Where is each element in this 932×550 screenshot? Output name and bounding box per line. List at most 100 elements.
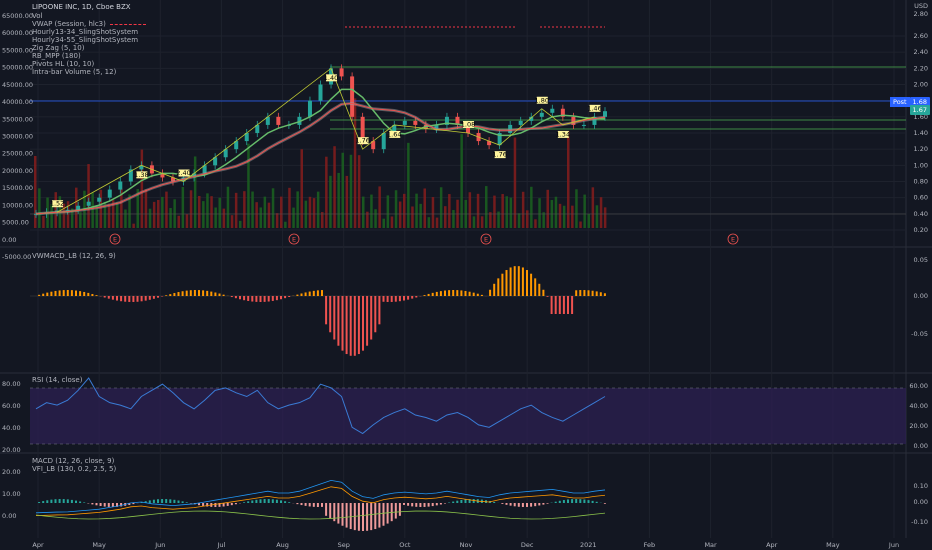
volume-bar-1	[38, 188, 41, 228]
ma-slow	[35, 102, 606, 215]
volume-tick-13: 0.00	[2, 236, 16, 244]
volume-bar-35	[177, 215, 180, 228]
indicator-legend-3[interactable]: Hourly34-55_SlingShotSystem	[32, 36, 139, 44]
macd-bar-24	[132, 503, 135, 505]
macd-bar-136	[591, 500, 594, 503]
vwmacd-bar-98	[435, 291, 438, 296]
macd-bar-60	[280, 500, 282, 503]
macd-bar-128	[558, 500, 561, 503]
zigzag	[56, 67, 595, 213]
x-tick-10: Feb	[644, 541, 656, 549]
indicator-legend-2[interactable]: Hourly13-34_SlingShotSystem	[32, 28, 139, 36]
volume-bar-28	[148, 208, 152, 228]
macd-bar-37	[185, 502, 188, 503]
vwmacd-bar-28	[148, 296, 151, 300]
vwmacd-bar-96	[427, 293, 430, 296]
macd-bar-99	[439, 503, 442, 505]
macd-bar-95	[423, 503, 426, 507]
earnings-marker-2: E	[484, 236, 488, 244]
candle-9	[128, 169, 133, 182]
volume-bar-138	[599, 197, 603, 228]
volume-tick-8: 25000.00	[2, 150, 33, 158]
earnings-circle-3	[727, 233, 739, 245]
pivot-label-1: 1.38	[134, 171, 148, 179]
vwmacd-bar-54	[255, 296, 258, 302]
vwmacd-bar-30	[157, 296, 159, 298]
volume-bar-130	[567, 131, 570, 228]
volume-bar-107	[472, 216, 476, 228]
macd-bar-8	[66, 499, 69, 503]
volume-bar-87	[390, 216, 394, 228]
vwmacd-bar-33	[169, 294, 172, 296]
macd-pane[interactable]	[35, 479, 606, 531]
volume-bar-23	[128, 194, 131, 228]
x-tick-0: Apr	[32, 541, 44, 549]
vwmacd-bar-88	[394, 296, 397, 302]
volume-bar-120	[526, 210, 529, 228]
macd-bar-135	[587, 500, 590, 503]
x-tick-11: Mar	[704, 541, 717, 549]
macd-bar-115	[505, 503, 508, 505]
indicator-legend-1[interactable]: VWAP (Session, hlc3)	[32, 20, 146, 28]
volume-bar-139	[603, 207, 607, 228]
vwmacd-bar-132	[575, 290, 578, 296]
macd-bar-86	[386, 503, 389, 524]
macd-bar-103	[456, 500, 459, 503]
volume-bar-92	[411, 206, 414, 228]
macd-bar-81	[366, 503, 369, 531]
vwmacd-bar-6	[58, 290, 61, 296]
indicator-legend-6[interactable]: Pivots HL (10, 10)	[32, 60, 95, 68]
rsi-pane[interactable]	[30, 377, 906, 445]
candle-33	[381, 133, 386, 150]
vwmacd-pane[interactable]	[30, 266, 606, 356]
macd-bar-96	[427, 503, 430, 507]
volume-bar-114	[501, 194, 504, 228]
price-pane[interactable]: 1.52 1.38 2.40 1.40 1.76 1.64 1.08 1.76 1.80 1.34…	[30, 26, 906, 245]
indicator-legend-5[interactable]: RB_MPP (180)	[32, 52, 81, 60]
macd-bar-48	[230, 503, 233, 506]
pivot-box-4	[357, 137, 369, 145]
volume-tick-2: 55000.00	[2, 46, 33, 54]
vwmacd-bar-25	[136, 296, 139, 302]
vwmacd-bar-120	[526, 270, 528, 296]
vwmacd-bar-99	[439, 291, 442, 296]
macd-bar-28	[148, 500, 151, 503]
volume-tick-12: 5000.00	[2, 219, 29, 227]
vwmacd-bar-128	[558, 296, 561, 314]
price-tick-6: 1.40	[914, 129, 928, 137]
vwmacd-bar-17	[103, 296, 106, 298]
rsi-right-tick-0: 60.00	[909, 382, 928, 390]
volume-bar-68	[312, 198, 316, 228]
vwmacd-tick-2: -0.05	[911, 330, 928, 338]
vwmacd-bar-114	[501, 273, 504, 296]
x-tick-9: 2021	[580, 541, 597, 549]
volume-bar-97	[431, 197, 435, 228]
vwmacd-bar-1	[38, 294, 41, 296]
vwmacd-bar-66	[304, 292, 307, 296]
x-tick-5: Sep	[338, 541, 350, 549]
volume-bar-89	[398, 201, 402, 228]
symbol-title: LIPOONE INC, 1D, Cboe BZX	[32, 3, 131, 11]
macd-bar-114	[501, 503, 504, 504]
volume-bar-108	[476, 193, 480, 228]
vwmacd-bar-103	[456, 290, 459, 296]
indicator-legend-7[interactable]: Intra-bar Volume (5, 12)	[32, 68, 117, 76]
vwmacd-bar-40	[198, 290, 200, 296]
candle-49	[550, 108, 555, 113]
macd-bar-106	[468, 499, 471, 503]
volume-bar-113	[497, 211, 500, 228]
vwmacd-bar-64	[296, 294, 299, 296]
vwmacd-bar-92	[411, 296, 414, 299]
vwmacd-bar-137	[595, 291, 598, 296]
vwmacd-bar-116	[509, 267, 512, 296]
signal-line	[35, 486, 606, 516]
vwmacd-bar-68	[312, 290, 315, 296]
macd-bar-58	[271, 499, 274, 503]
candle-10	[139, 165, 144, 170]
macd-bar-83	[374, 503, 377, 530]
candle-16	[202, 165, 207, 174]
indicator-legend-0[interactable]: Vol	[32, 12, 43, 20]
indicator-legend-4[interactable]: Zig Zag (5, 10)	[32, 44, 85, 52]
rsi-right-tick-1: 40.00	[909, 402, 928, 410]
